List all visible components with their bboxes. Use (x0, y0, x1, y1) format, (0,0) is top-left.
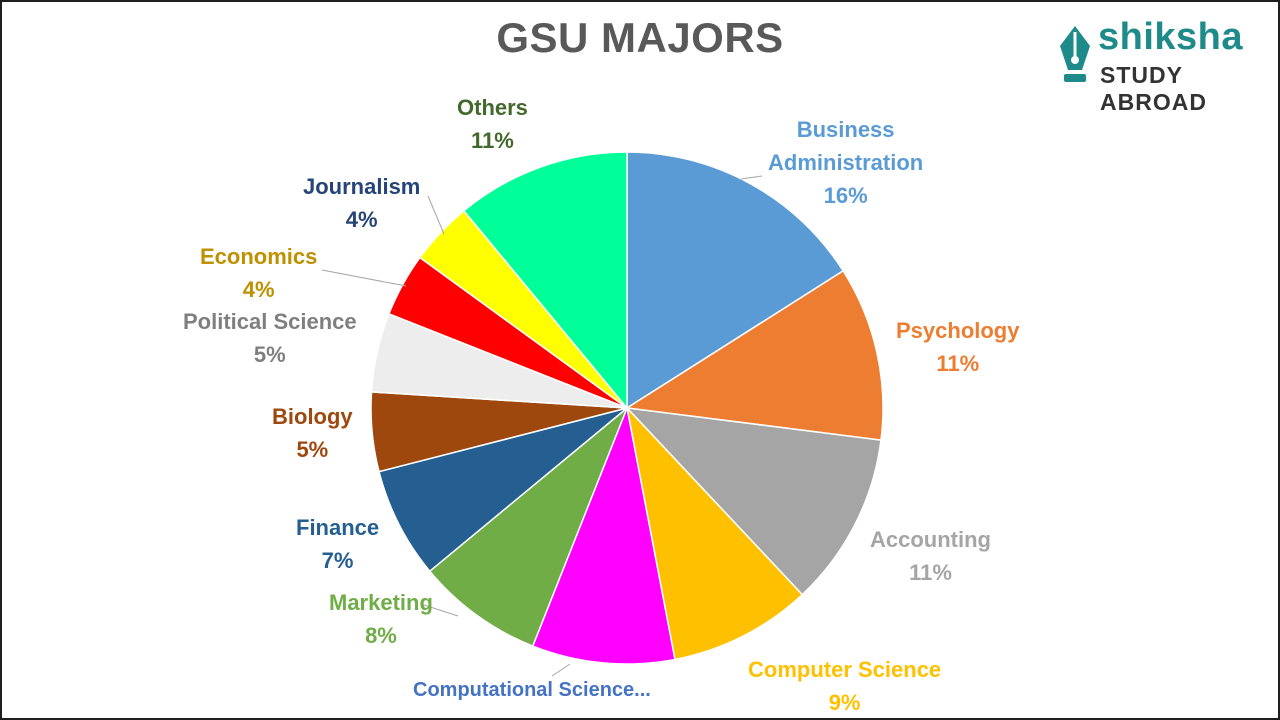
data-label: Marketing 8% (329, 586, 433, 652)
data-label-line: Computational Science... (413, 679, 651, 701)
data-label-line: Psychology (896, 318, 1020, 343)
pie-slice-psychology (624, 269, 884, 441)
leader-line (321, 269, 407, 287)
data-label-line: Biology (272, 404, 353, 429)
data-label: Computer Science 9% (748, 653, 941, 719)
data-label-line: 11% (909, 560, 952, 585)
pie-slice-marketing (428, 407, 628, 647)
data-label-line: Marketing (329, 590, 433, 615)
data-label: Journalism 4% (303, 170, 420, 236)
data-label-line: 5% (253, 342, 286, 367)
data-label-line: Computer Science (748, 657, 942, 682)
data-label-line: Business (796, 117, 895, 142)
data-label-line: 9% (828, 690, 861, 715)
shiksha-logo: shiksha STUDY ABROAD (1056, 16, 1266, 115)
data-label: Finance 7% (296, 511, 379, 577)
data-label: Computational Science... (413, 674, 651, 707)
pie-slice-accounting (625, 406, 882, 596)
data-label: Biology 5% (272, 400, 353, 466)
pie-slice-others (462, 151, 628, 411)
data-label: Psychology 11% (896, 314, 1019, 380)
data-label-line: Journalism (303, 174, 421, 199)
data-label-line: Others (457, 95, 528, 120)
data-label-line: 5% (296, 437, 329, 462)
leader-line (427, 195, 445, 235)
data-label: Political Science 5% (183, 305, 357, 371)
data-label-line: Finance (296, 515, 380, 540)
data-label: Business Administration 16% (768, 113, 923, 212)
data-label-line: Accounting (870, 527, 991, 552)
logo-subtitle: STUDY ABROAD (1100, 62, 1207, 115)
logo-brand: shiksha (1098, 16, 1244, 58)
data-label: Accounting 11% (870, 523, 991, 589)
data-label-line: Political Science (183, 309, 357, 334)
pie-slice-finance (378, 407, 628, 573)
data-label: Economics 4% (200, 240, 317, 306)
data-label-line: Administration (768, 150, 924, 175)
leader-line (551, 663, 571, 677)
data-label-line: Economics (200, 244, 318, 269)
data-label-line: 8% (365, 623, 397, 648)
pie-slice-business-administration (626, 151, 845, 410)
leader-line (740, 175, 763, 180)
data-label-line: 4% (345, 207, 378, 232)
pie-slice-computer-science (625, 405, 804, 661)
pen-nib-icon (1060, 26, 1090, 82)
leader-line (420, 603, 459, 617)
data-label-line: 4% (242, 277, 275, 302)
chart-title: GSU MAJORS (496, 14, 784, 61)
data-label-line: 11% (471, 128, 514, 153)
data-label-line: 7% (321, 548, 354, 573)
data-label: Others 11% (457, 91, 528, 157)
pie-slice-computational-science (531, 405, 676, 665)
data-label-line: 16% (823, 183, 868, 208)
data-label-line: 11% (936, 351, 980, 376)
